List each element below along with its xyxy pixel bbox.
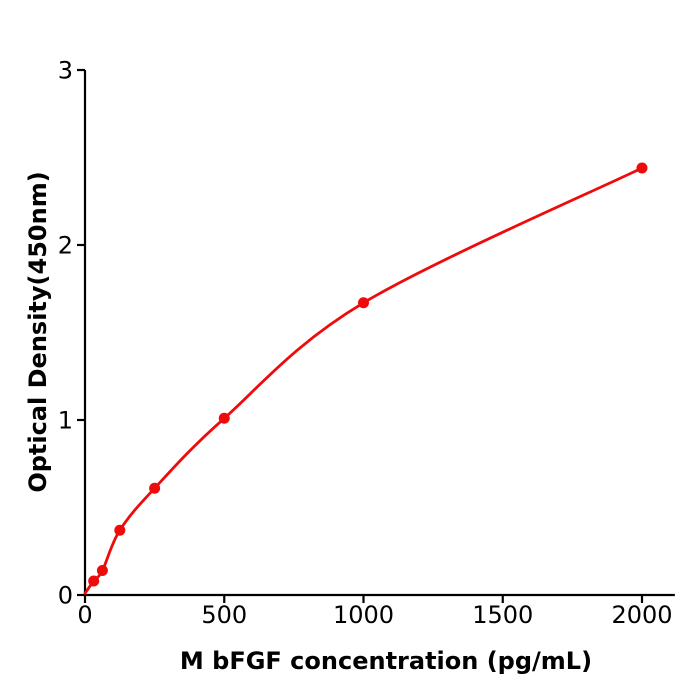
y-tick-label: 2	[58, 232, 73, 260]
x-tick-label: 500	[201, 601, 247, 629]
y-tick-label: 3	[58, 57, 73, 85]
x-tick-label: 1500	[472, 601, 533, 629]
fit-curve	[83, 166, 644, 595]
x-tick-label: 0	[77, 601, 92, 629]
data-point-dot	[149, 482, 161, 494]
data-point-dot	[88, 575, 100, 587]
y-tick-label: 0	[58, 582, 73, 610]
data-point-dot	[636, 162, 648, 174]
y-tick-label: 1	[58, 407, 73, 435]
data-point-dot	[358, 297, 369, 309]
x-tick-label: 2000	[611, 601, 672, 629]
data-point-dot	[114, 524, 126, 536]
x-axis-title: M bFGF concentration (pg/mL)	[180, 647, 592, 675]
data-point-dot	[218, 412, 230, 424]
y-axis-title: Optical Density(450nm)	[24, 171, 52, 492]
x-tick-label: 1000	[333, 601, 394, 629]
plot-area: 0 500 1000 1500 2000 0 1 2 3	[58, 57, 675, 629]
axis-spines	[83, 70, 675, 597]
data-point-dot	[96, 565, 108, 576]
